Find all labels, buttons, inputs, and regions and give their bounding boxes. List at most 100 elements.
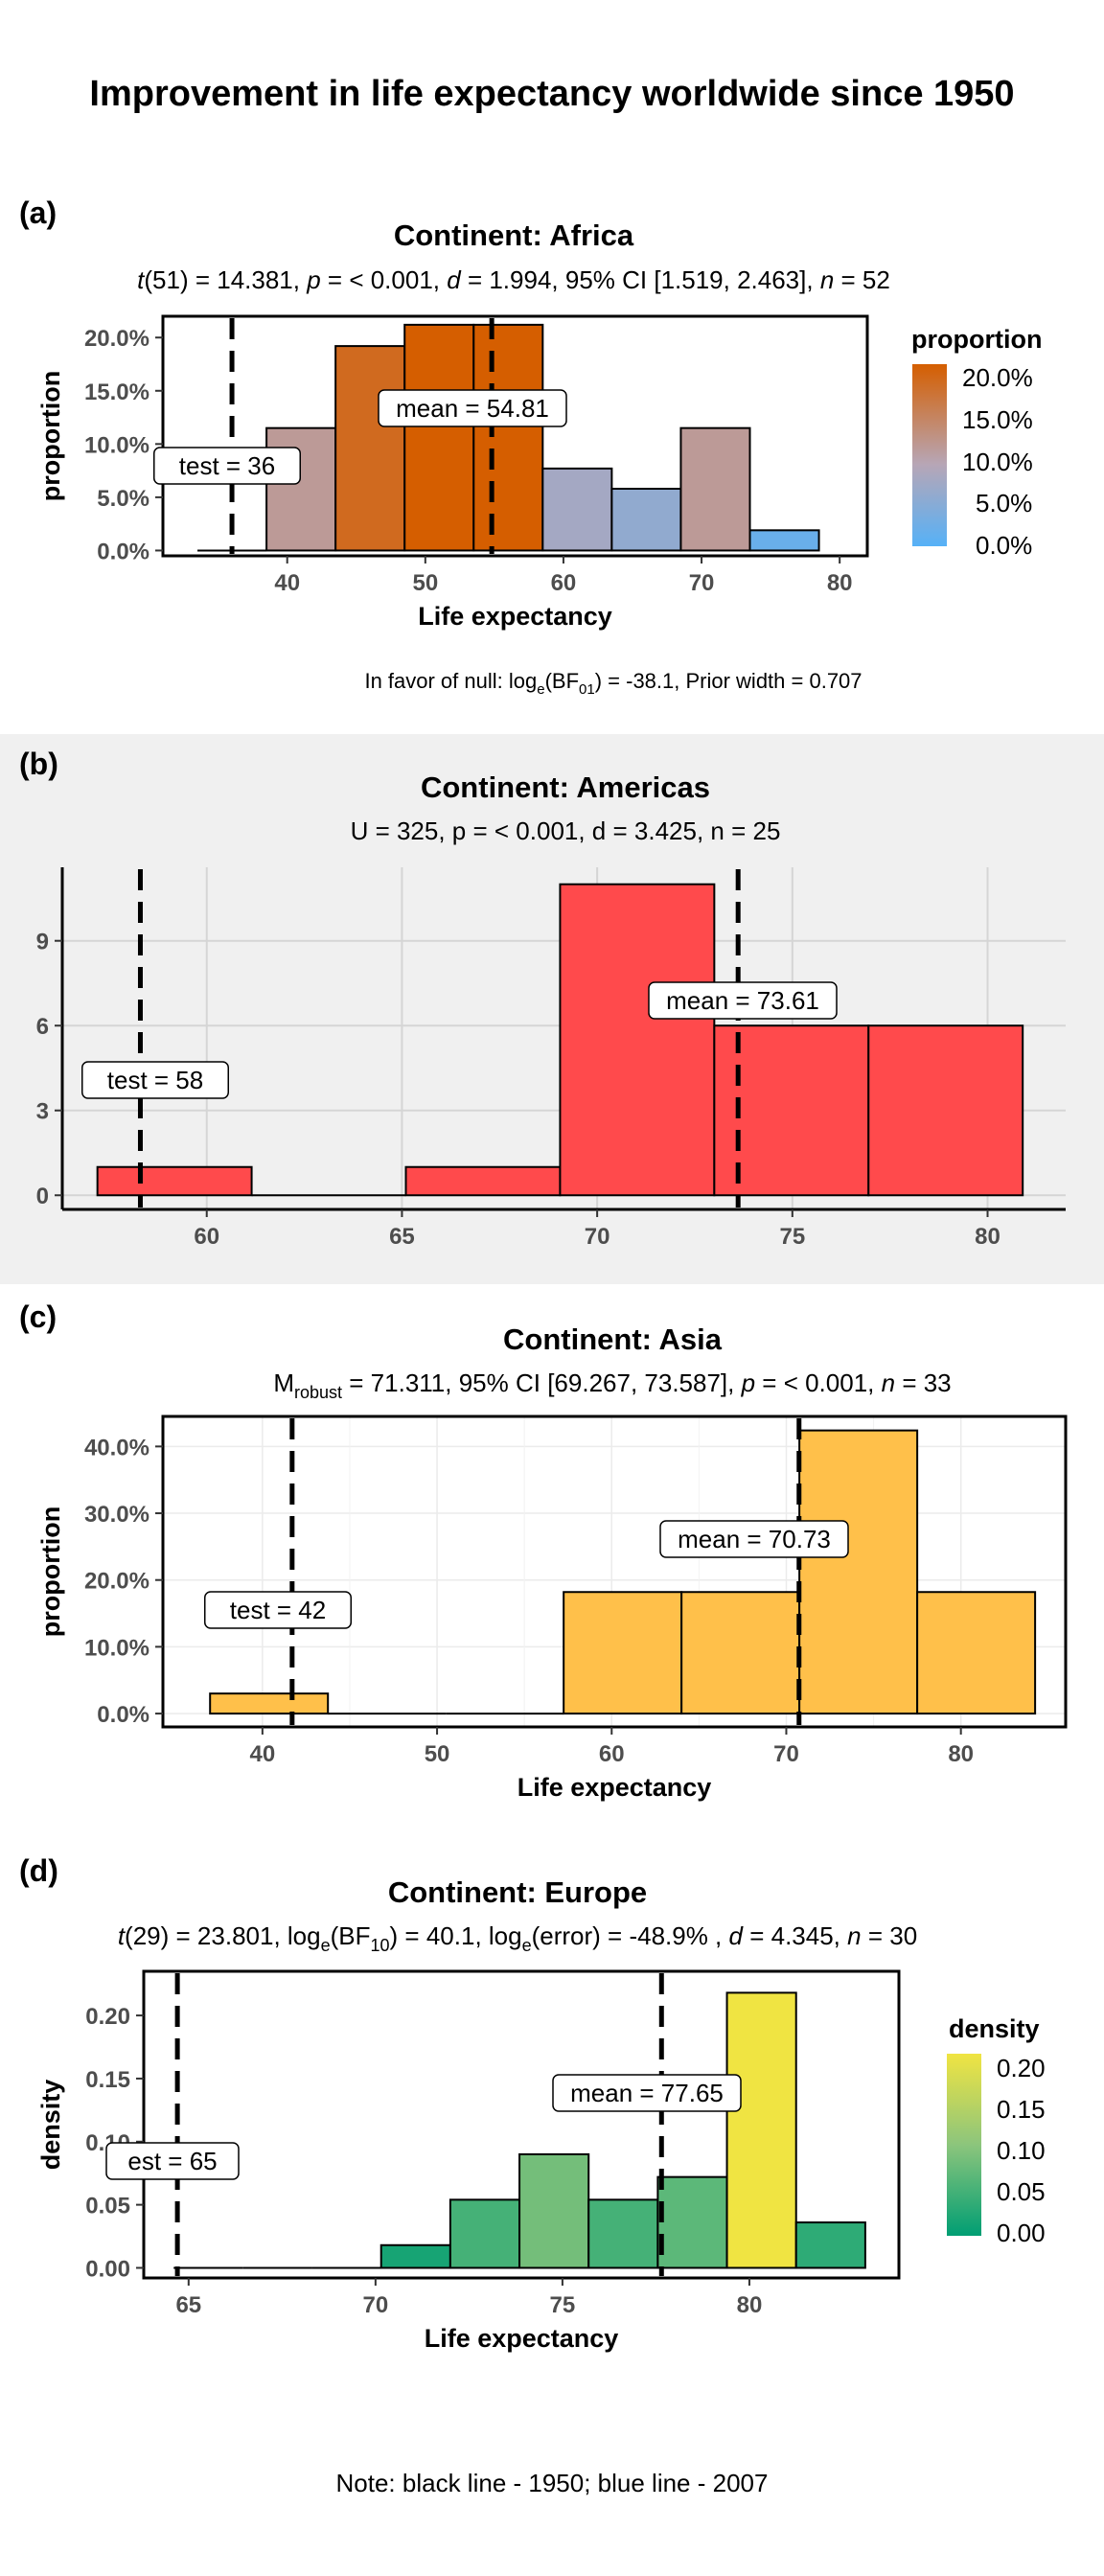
- histogram-bar: [380, 2243, 451, 2269]
- legend-label: 0.10: [997, 2136, 1046, 2165]
- mean-label: mean = 77.65: [552, 2074, 742, 2112]
- panel-title-d: Continent: Europe: [388, 1875, 647, 1909]
- x-axis-label: Life expectancy: [518, 1773, 712, 1802]
- test-label: test = 42: [204, 1591, 352, 1629]
- mean-label-text: mean = 77.65: [570, 2079, 724, 2107]
- plot-border: [161, 1414, 1068, 1729]
- y-tick-label: 40.0%: [84, 1435, 150, 1460]
- histogram-bar: [679, 426, 751, 552]
- legend-label: 0.00: [997, 2219, 1046, 2247]
- x-tick-label: 70: [773, 1741, 799, 1767]
- legend-title-density: density: [949, 2014, 1040, 2043]
- y-tick-label: 20.0%: [84, 1569, 150, 1595]
- x-tick-label: 70: [689, 570, 715, 596]
- panel-title-b: Continent: Americas: [421, 770, 710, 804]
- panel-subtitle-d: t(29) = 23.801, loge(BF10) = 40.1, loge(…: [118, 1921, 917, 1955]
- histogram-bar: [518, 2152, 590, 2269]
- histogram-bar: [748, 529, 820, 552]
- x-tick-label: 50: [412, 570, 438, 596]
- bayes-factor-note: In favor of null: loge(BF01) = -38.1, Pr…: [364, 669, 862, 698]
- histogram-bar: [867, 1024, 1024, 1197]
- legend-label: 0.0%: [976, 531, 1032, 560]
- histogram-bar: [96, 1165, 253, 1197]
- panel-tag-a: (a): [19, 196, 57, 230]
- legend-label: 5.0%: [976, 489, 1032, 518]
- x-tick-label: 80: [948, 1741, 974, 1767]
- y-tick-label: 10.0%: [84, 1635, 150, 1661]
- panel-subtitle-b: U = 325, p = < 0.001, d = 3.425, n = 25: [351, 816, 781, 845]
- figure-title: Improvement in life expectancy worldwide…: [89, 74, 1014, 114]
- panel-tag-c: (c): [19, 1300, 57, 1334]
- legend-label: 15.0%: [962, 405, 1033, 434]
- test-label: est = 65: [105, 2142, 240, 2180]
- histogram-bar: [794, 2221, 866, 2269]
- legend-label: 20.0%: [962, 363, 1033, 392]
- mean-label-text: mean = 70.73: [678, 1525, 831, 1553]
- test-label-box: [153, 447, 301, 485]
- plot-border: [161, 314, 869, 558]
- x-axis-label: Life expectancy: [418, 602, 612, 631]
- y-tick-label: 5.0%: [97, 486, 150, 512]
- histogram-bar: [403, 323, 475, 552]
- histogram-bar: [725, 1991, 797, 2269]
- mean-label: mean = 73.61: [648, 981, 838, 1020]
- test-label-text: test = 42: [230, 1596, 326, 1624]
- x-tick-label: 40: [274, 570, 300, 596]
- y-axis-label: proportion: [36, 1506, 65, 1637]
- histogram-bar: [587, 2198, 659, 2269]
- y-tick-label: 20.0%: [84, 326, 150, 352]
- test-label-text: test = 58: [107, 1066, 203, 1094]
- test-label-text: test = 36: [179, 451, 275, 480]
- legend-density: density 0.20 0.15 0.10 0.05 0.00: [947, 2014, 1046, 2247]
- mean-label-box: [552, 2074, 742, 2112]
- y-tick-label: 9: [36, 930, 49, 955]
- mean-label: mean = 54.81: [378, 389, 567, 427]
- x-tick-label: 70: [363, 2292, 389, 2318]
- y-tick-label: 15.0%: [84, 380, 150, 405]
- x-tick-label: 80: [737, 2292, 763, 2318]
- x-tick-label: 50: [425, 1741, 450, 1767]
- x-axis-label: Life expectancy: [425, 2324, 619, 2353]
- test-label-box: [81, 1061, 229, 1099]
- legend-proportion: proportion 20.0% 15.0% 10.0% 5.0% 0.0%: [911, 325, 1042, 560]
- x-tick-label: 60: [194, 1224, 219, 1250]
- histogram-bar: [798, 1429, 919, 1715]
- y-tick-label: 0.0%: [97, 539, 150, 564]
- y-tick-label: 0.15: [85, 2067, 130, 2093]
- panel-tag-d: (d): [19, 1853, 58, 1888]
- plot-border: [142, 1969, 901, 2280]
- panel-title-a: Continent: Africa: [394, 218, 634, 252]
- panel-tag-b: (b): [19, 747, 58, 781]
- x-tick-label: 40: [250, 1741, 276, 1767]
- legend-label: 10.0%: [962, 448, 1033, 476]
- x-tick-label: 80: [975, 1224, 1000, 1250]
- mean-label-box: [648, 981, 838, 1020]
- legend-label: 0.20: [997, 2054, 1046, 2082]
- histogram-bar: [472, 323, 544, 552]
- y-tick-label: 0.20: [85, 2004, 130, 2030]
- histogram-bar: [680, 1591, 801, 1715]
- chart-asia: 40 50 60 70 80 0.0% 10.0% 20.0% 30.0% 40.0% Life e…: [36, 1414, 1068, 1802]
- x-tick-label: 60: [551, 570, 577, 596]
- y-tick-label: 0.0%: [97, 1702, 150, 1728]
- y-tick-label: 3: [36, 1099, 49, 1125]
- x-tick-label: 70: [585, 1224, 610, 1250]
- x-tick-label: 60: [599, 1741, 625, 1767]
- x-tick-label: 65: [175, 2292, 201, 2318]
- test-label-box: [105, 2142, 240, 2180]
- histogram-bar: [656, 2175, 728, 2269]
- test-label-text: est = 65: [127, 2147, 217, 2175]
- histogram-bar: [559, 883, 716, 1197]
- y-tick-label: 0: [36, 1184, 49, 1209]
- y-tick-label: 30.0%: [84, 1502, 150, 1528]
- histogram-bar: [916, 1591, 1037, 1715]
- y-tick-label: 0.05: [85, 2194, 130, 2220]
- y-axis-label: proportion: [36, 371, 65, 501]
- footer-note: Note: black line - 1950; blue line - 200…: [336, 2469, 769, 2497]
- y-tick-label: 6: [36, 1014, 49, 1040]
- panel-subtitle-a: t(51) = 14.381, p = < 0.001, d = 1.994, …: [137, 265, 890, 294]
- legend-colorbar-proportion: [912, 364, 947, 546]
- chart-africa: 40 50 60 70 80 0.0% 5.0% 10.0% 15.0% 20.0% Life ex…: [36, 314, 869, 631]
